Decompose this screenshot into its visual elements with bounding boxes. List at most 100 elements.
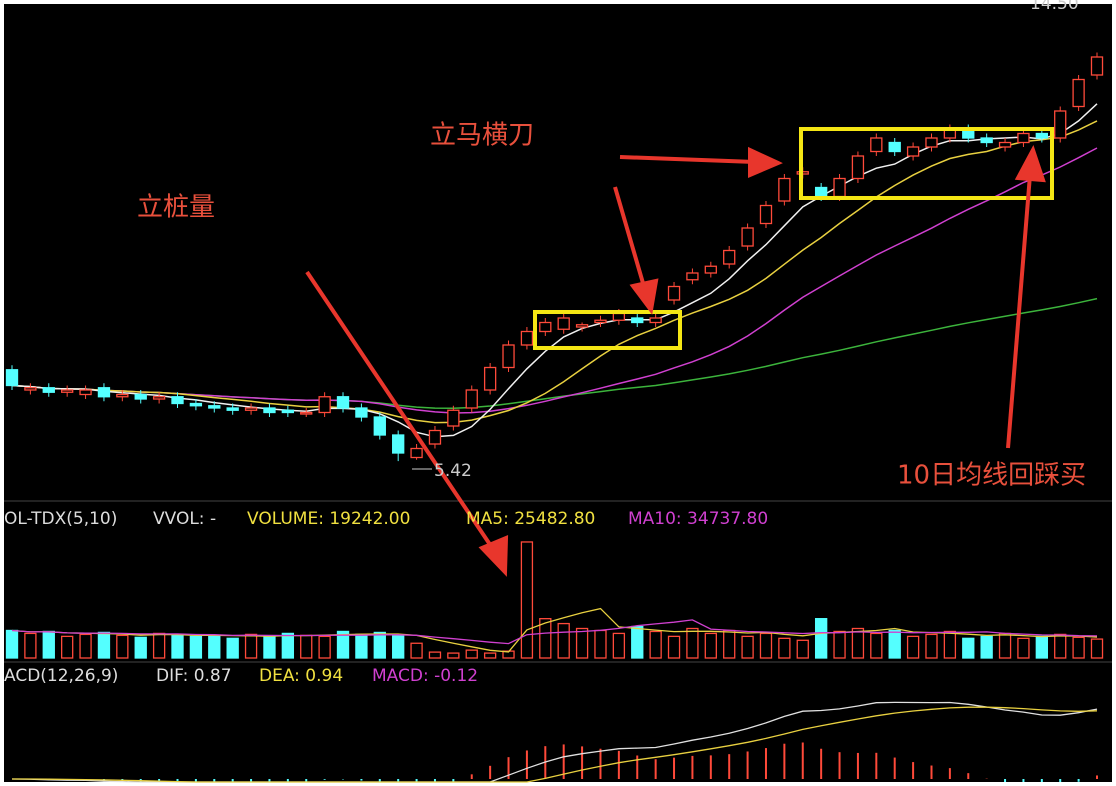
volume-bar xyxy=(870,632,883,659)
annotation: 立桩量 xyxy=(137,193,215,223)
volume-bar xyxy=(796,639,809,659)
candle-body xyxy=(539,321,552,333)
volume-bar xyxy=(226,637,239,659)
volume-bar xyxy=(355,633,368,659)
volume-ma10-line xyxy=(11,619,1098,645)
volume-bar xyxy=(686,627,699,659)
arrow-line xyxy=(613,186,647,291)
candle-body xyxy=(483,366,497,391)
candle-body xyxy=(244,407,258,411)
candle-body xyxy=(5,369,19,387)
volume-bar xyxy=(1090,638,1104,659)
indicator-header: MA5: 25482.80 xyxy=(466,509,595,529)
candle-body xyxy=(925,137,938,148)
volume-bar xyxy=(5,629,19,659)
candle-body xyxy=(557,317,570,330)
volume-bar xyxy=(42,630,55,659)
highlight-box xyxy=(799,127,1054,200)
candle-body xyxy=(870,137,883,153)
arrow-head xyxy=(1014,144,1046,183)
candle-body xyxy=(741,227,754,247)
annotation-arrows xyxy=(305,144,1046,577)
candle-body xyxy=(226,407,239,411)
candle-body xyxy=(575,324,589,328)
volume-bar xyxy=(244,633,258,659)
candle-body xyxy=(263,407,276,414)
candle-body xyxy=(723,249,736,265)
indicator-header: VOLUME: 19242.00 xyxy=(247,509,410,529)
low-price-label: 5.42 xyxy=(434,461,472,481)
volume-bar xyxy=(612,632,626,659)
indicator-header: VVOL: - xyxy=(153,509,216,529)
candle-body xyxy=(61,389,74,393)
candle-body xyxy=(649,317,662,324)
volume-bar xyxy=(281,632,295,659)
volume-bar xyxy=(667,635,681,659)
volume-bar xyxy=(759,632,773,659)
volume-bar xyxy=(649,630,662,659)
candle-body xyxy=(300,411,313,415)
annotation: 立马横刀 xyxy=(430,121,534,151)
annotation: 10日均线回踩买 xyxy=(897,461,1086,491)
volume-bar xyxy=(152,632,166,659)
plot xyxy=(5,52,1104,783)
candle-body xyxy=(667,285,681,301)
candle-body xyxy=(631,317,644,324)
top-price-label: 14.50 xyxy=(1030,0,1079,14)
volume-bar xyxy=(134,636,147,659)
volume-bar xyxy=(851,627,865,659)
arrow-head xyxy=(478,534,509,577)
volume-bar xyxy=(171,633,184,659)
indicator-header: DIF: 0.87 xyxy=(156,666,232,686)
volume-bar xyxy=(557,622,570,659)
arrow-line xyxy=(305,270,499,557)
candle-body xyxy=(79,389,92,396)
volume-bar xyxy=(428,651,442,659)
candle-body xyxy=(336,396,350,409)
volume-bar xyxy=(1054,633,1067,659)
candle-body xyxy=(1054,110,1067,139)
candle-body xyxy=(833,177,846,198)
highlight-box xyxy=(533,310,682,350)
candle-body xyxy=(208,405,221,409)
volume-bar xyxy=(723,629,736,659)
candle-body xyxy=(759,204,773,225)
arrow-line xyxy=(619,155,756,164)
volume-bar xyxy=(1017,637,1030,659)
volume-bar xyxy=(833,630,846,659)
candle-body xyxy=(906,146,920,157)
candle-body xyxy=(392,434,405,454)
volume-bar xyxy=(447,652,460,659)
candle-body xyxy=(1090,56,1104,76)
volume-bar xyxy=(594,629,607,659)
candle-body xyxy=(428,429,442,445)
volume-bar xyxy=(980,635,993,659)
volume-bar xyxy=(465,649,478,659)
volume-bar xyxy=(336,630,350,659)
candle-body xyxy=(410,447,423,459)
candle-body xyxy=(1017,132,1030,144)
ma10-line xyxy=(11,120,1098,424)
volume-bar xyxy=(814,618,828,659)
volume-bar xyxy=(906,635,920,659)
candle-body xyxy=(42,387,55,393)
volume-bar xyxy=(318,635,331,659)
candle-body xyxy=(686,272,699,281)
volume-bar xyxy=(631,625,644,659)
candle-body xyxy=(888,141,901,153)
candle-body xyxy=(814,186,828,198)
candle-body xyxy=(612,312,626,321)
candle-body xyxy=(152,396,166,400)
candle-body xyxy=(594,319,607,324)
candle-body xyxy=(24,387,37,391)
arrow-head xyxy=(629,278,659,315)
volume-bar xyxy=(741,635,754,659)
arrow-line xyxy=(1006,174,1032,449)
volume-bar xyxy=(410,642,423,659)
volume-bar xyxy=(520,541,534,659)
candle-body xyxy=(520,330,534,346)
candle-body xyxy=(116,393,129,398)
candle-body xyxy=(980,137,993,144)
volume-bar xyxy=(888,629,901,659)
